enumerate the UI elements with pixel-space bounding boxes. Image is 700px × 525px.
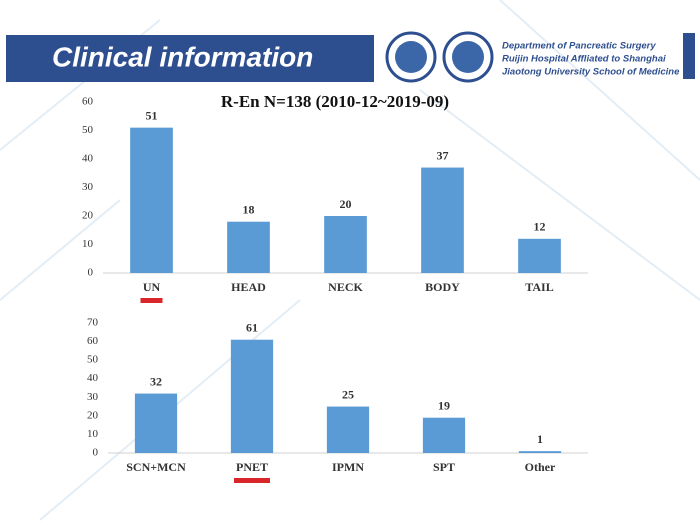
value-label: 20 (340, 197, 352, 211)
title-bar (6, 35, 374, 82)
x-tick-label: TAIL (525, 280, 553, 294)
bar (230, 339, 274, 453)
bar (518, 238, 561, 273)
x-tick-label: SPT (433, 460, 455, 474)
department-line: Jiaotong University School of Medicine (502, 67, 680, 78)
edge-bar (683, 33, 695, 79)
y-tick-label: 10 (87, 428, 99, 440)
value-label: 18 (243, 202, 255, 216)
x-tick-label: IPMN (332, 460, 364, 474)
bar (422, 417, 466, 453)
y-tick-label: 0 (88, 267, 94, 279)
y-tick-label: 0 (93, 447, 99, 459)
logo (395, 41, 427, 73)
x-tick-label: HEAD (231, 280, 266, 294)
department-line: Department of Pancreatic Surgery (502, 41, 656, 52)
value-label: 37 (437, 148, 449, 162)
x-tick-label: SCN+MCN (126, 460, 186, 474)
y-tick-label: 50 (82, 124, 94, 136)
bar (130, 127, 173, 274)
logo (452, 41, 484, 73)
value-label: 32 (150, 374, 162, 388)
y-tick-label: 30 (82, 181, 94, 193)
y-tick-label: 10 (82, 238, 94, 250)
y-tick-label: 20 (87, 409, 99, 421)
x-tick-label: BODY (425, 280, 460, 294)
value-label: 1 (537, 432, 543, 446)
department-line: Ruijin Hospital Affliated to Shanghai (502, 54, 666, 65)
bar (421, 167, 464, 273)
y-tick-label: 70 (87, 317, 99, 329)
y-tick-label: 40 (82, 153, 94, 165)
slide-title: Clinical information (52, 41, 313, 72)
bar (324, 216, 367, 273)
y-tick-label: 20 (82, 210, 94, 222)
bar (134, 393, 178, 453)
x-tick-label: NECK (328, 280, 363, 294)
value-label: 25 (342, 387, 354, 401)
highlight-underline (140, 298, 163, 303)
chart-title: R-En N=138 (2010-12~2019-09) (221, 92, 449, 111)
value-label: 19 (438, 398, 450, 412)
highlight-underline (234, 478, 270, 483)
x-tick-label: UN (143, 280, 161, 294)
value-label: 61 (246, 320, 258, 334)
y-tick-label: 50 (87, 354, 99, 366)
y-tick-label: 40 (87, 372, 99, 384)
y-tick-label: 30 (87, 391, 99, 403)
y-tick-label: 60 (87, 335, 99, 347)
value-label: 51 (146, 108, 158, 122)
y-tick-label: 60 (82, 96, 94, 108)
bar (518, 451, 562, 453)
x-tick-label: PNET (236, 460, 268, 474)
bar (326, 406, 370, 453)
bar (227, 221, 270, 273)
value-label: 12 (534, 220, 546, 234)
x-tick-label: Other (525, 460, 556, 474)
